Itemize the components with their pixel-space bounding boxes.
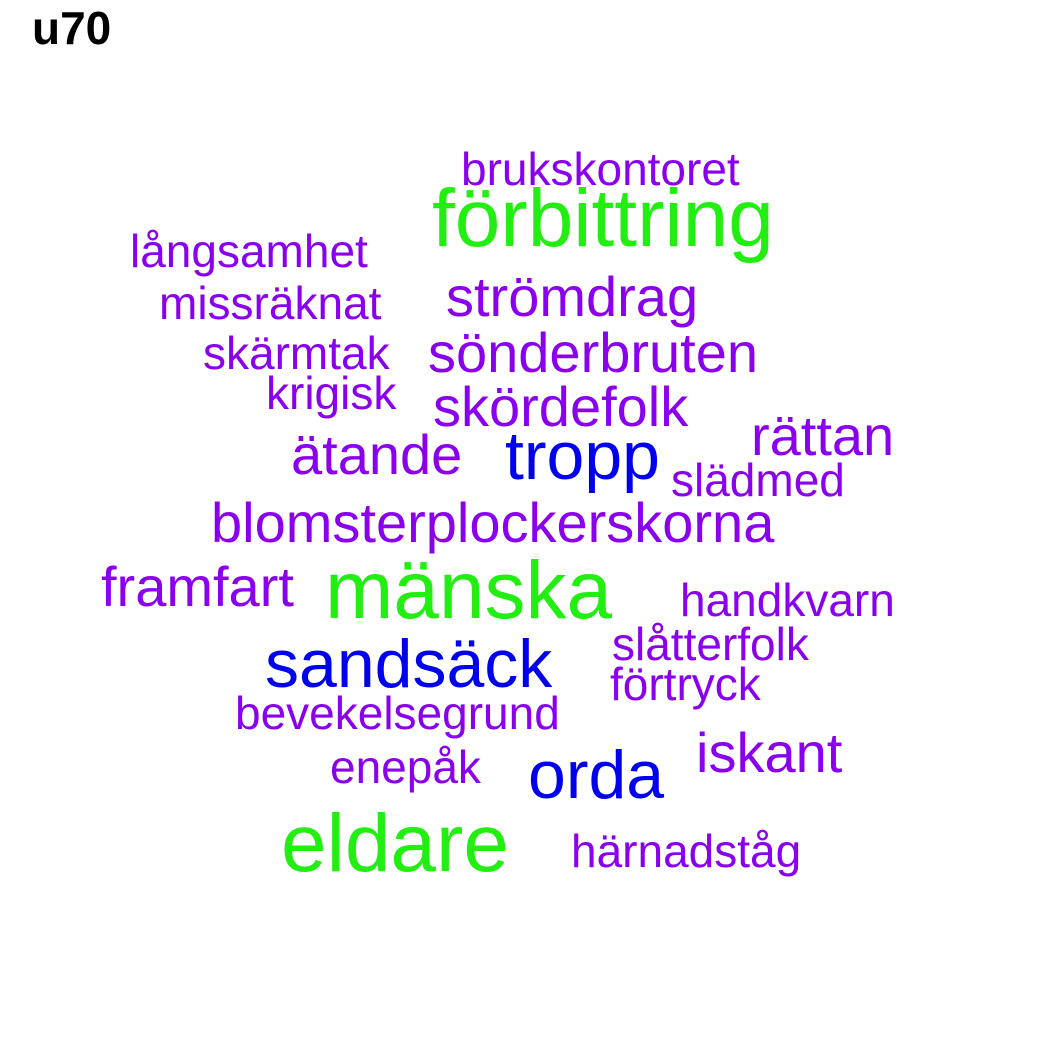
word-manska: mänska: [325, 545, 613, 636]
word-enepak: enepåk: [330, 741, 481, 793]
word-sladmed: slädmed: [671, 454, 845, 506]
word-brukskontoret: brukskontoret: [461, 143, 740, 195]
word-framfart: framfart: [101, 555, 294, 618]
word-eldare: eldare: [281, 798, 509, 889]
word-bevekelsegrund: bevekelsegrund: [235, 687, 560, 739]
word-missraknat: missräknat: [159, 277, 382, 329]
word-forbittring: förbittring: [432, 173, 774, 264]
word-atande: ätande: [291, 423, 463, 486]
word-skordefolk: skördefolk: [433, 375, 689, 438]
word-iskant: iskant: [696, 721, 843, 784]
word-slatterfolk: slåtterfolk: [612, 618, 809, 670]
word-harnadstag: härnadståg: [571, 825, 802, 877]
word-krigisk: krigisk: [266, 367, 397, 419]
word-langsamhet: långsamhet: [130, 225, 368, 277]
word-handkvarn: handkvarn: [680, 574, 895, 626]
word-rattan: rättan: [751, 404, 895, 467]
word-sonderbruten: sönderbruten: [428, 321, 759, 384]
word-blomsterplockerskorna: blomsterplockerskorna: [211, 491, 775, 554]
word-fortryck: förtryck: [610, 658, 761, 710]
word-skarmtak: skärmtak: [203, 327, 390, 379]
word-sandsack: sandsäck: [265, 626, 553, 702]
word-stromdrag: strömdrag: [446, 265, 699, 328]
page-title: u70: [32, 2, 112, 54]
word-orda: orda: [528, 737, 665, 813]
word-tropp: tropp: [505, 418, 660, 494]
